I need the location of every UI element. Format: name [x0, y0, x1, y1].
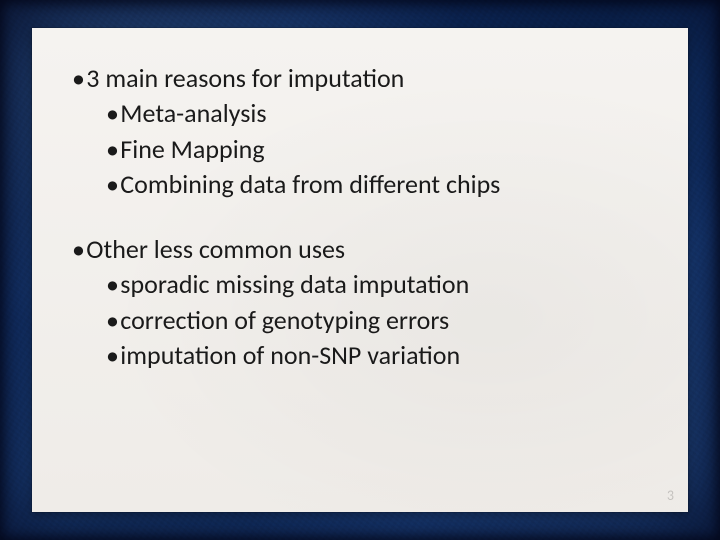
slide-content: •3 main reasons for imputation •Meta-ana…	[32, 28, 688, 512]
bullet-icon: •	[106, 133, 120, 166]
bullet-icon: •	[106, 97, 120, 130]
bullet-icon: •	[106, 339, 120, 372]
slide-frame: •3 main reasons for imputation •Meta-ana…	[0, 0, 720, 540]
bullet-level2: •Combining data from different chips	[106, 168, 660, 201]
bullet-level1: •3 main reasons for imputation	[72, 62, 660, 95]
block-gap	[72, 203, 660, 233]
bullet-icon: •	[106, 268, 120, 301]
bullet-level2: •imputation of non-SNP variation	[106, 339, 660, 372]
bullet-text: imputation of non-SNP variation	[120, 339, 460, 371]
bullet-level2: •correction of genotyping errors	[106, 304, 660, 337]
bullet-level2: •sporadic missing data imputation	[106, 268, 660, 301]
bullet-icon: •	[72, 233, 86, 266]
bullet-level2: •Fine Mapping	[106, 133, 660, 166]
bullet-level2: •Meta-analysis	[106, 97, 660, 130]
bullet-text: Fine Mapping	[120, 133, 264, 165]
bullet-icon: •	[72, 62, 86, 95]
bullet-level1: •Other less common uses	[72, 233, 660, 266]
bullet-text: sporadic missing data imputation	[120, 268, 469, 300]
bullet-icon: •	[106, 168, 120, 201]
bullet-icon: •	[106, 304, 120, 337]
bullet-text: correction of genotyping errors	[120, 304, 449, 336]
page-number: 3	[667, 487, 674, 504]
content-panel: •3 main reasons for imputation •Meta-ana…	[32, 28, 688, 512]
bullet-text: 3 main reasons for imputation	[86, 62, 404, 94]
bullet-text: Meta-analysis	[120, 97, 266, 129]
bullet-text: Other less common uses	[86, 233, 345, 265]
bullet-text: Combining data from different chips	[120, 168, 500, 200]
